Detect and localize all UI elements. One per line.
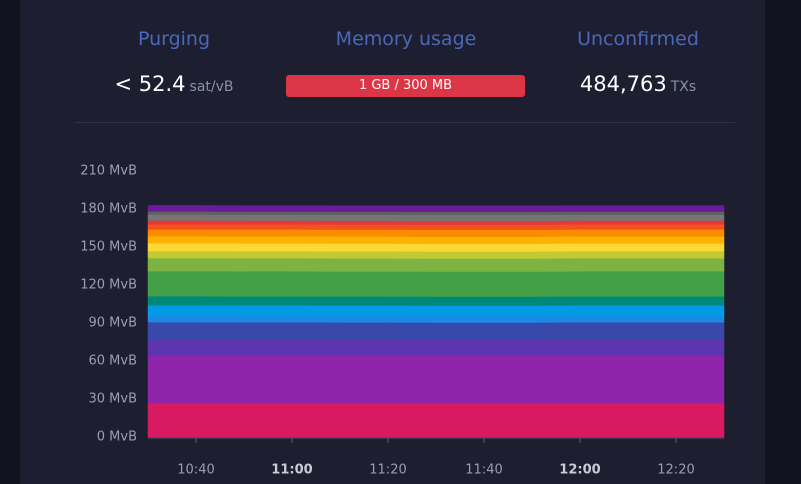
x-tick-label: 11:00 xyxy=(271,463,312,478)
area xyxy=(147,354,725,404)
area xyxy=(147,223,725,230)
divider xyxy=(75,122,735,123)
y-tick-label: 60 MvB xyxy=(88,354,137,369)
y-tick-label: 0 MvB xyxy=(97,430,137,445)
area xyxy=(147,250,725,259)
area xyxy=(147,214,725,222)
x-tick-label: 12:00 xyxy=(559,463,600,478)
stat-value-row: 484,763 TXs xyxy=(518,72,758,96)
stat-value: < 52.4 xyxy=(114,72,186,96)
area xyxy=(147,321,725,340)
area xyxy=(147,235,725,244)
area xyxy=(147,338,725,356)
x-tick-label: 11:20 xyxy=(369,463,406,478)
area xyxy=(147,402,725,438)
y-tick-label: 180 MvB xyxy=(80,202,137,217)
area xyxy=(147,242,725,252)
x-tick-label: 10:40 xyxy=(177,463,214,478)
stat-unit: sat/vB xyxy=(189,79,234,95)
stat-unit: TXs xyxy=(670,79,697,95)
area xyxy=(147,304,725,317)
area xyxy=(147,205,725,213)
area xyxy=(147,257,725,272)
y-tick-label: 210 MvB xyxy=(80,164,137,179)
x-tick-label: 11:40 xyxy=(465,463,502,478)
y-tick-label: 90 MvB xyxy=(88,316,137,331)
area xyxy=(147,270,725,297)
area xyxy=(147,315,725,323)
stat-value: 484,763 xyxy=(579,72,667,96)
stat-label: Memory usage xyxy=(335,28,477,50)
stat-label: Purging xyxy=(137,28,211,50)
stat-label: Unconfirmed xyxy=(577,28,699,50)
y-tick-label: 120 MvB xyxy=(80,278,137,293)
y-tick-label: 150 MvB xyxy=(80,240,137,255)
y-tick-label: 30 MvB xyxy=(88,392,137,407)
x-tick-label: 12:20 xyxy=(657,463,694,478)
memory-bar: 1 GB / 300 MB xyxy=(286,75,525,97)
stat-value-row: < 52.4 sat/vB xyxy=(54,72,294,96)
area xyxy=(147,295,725,306)
area xyxy=(147,229,725,237)
